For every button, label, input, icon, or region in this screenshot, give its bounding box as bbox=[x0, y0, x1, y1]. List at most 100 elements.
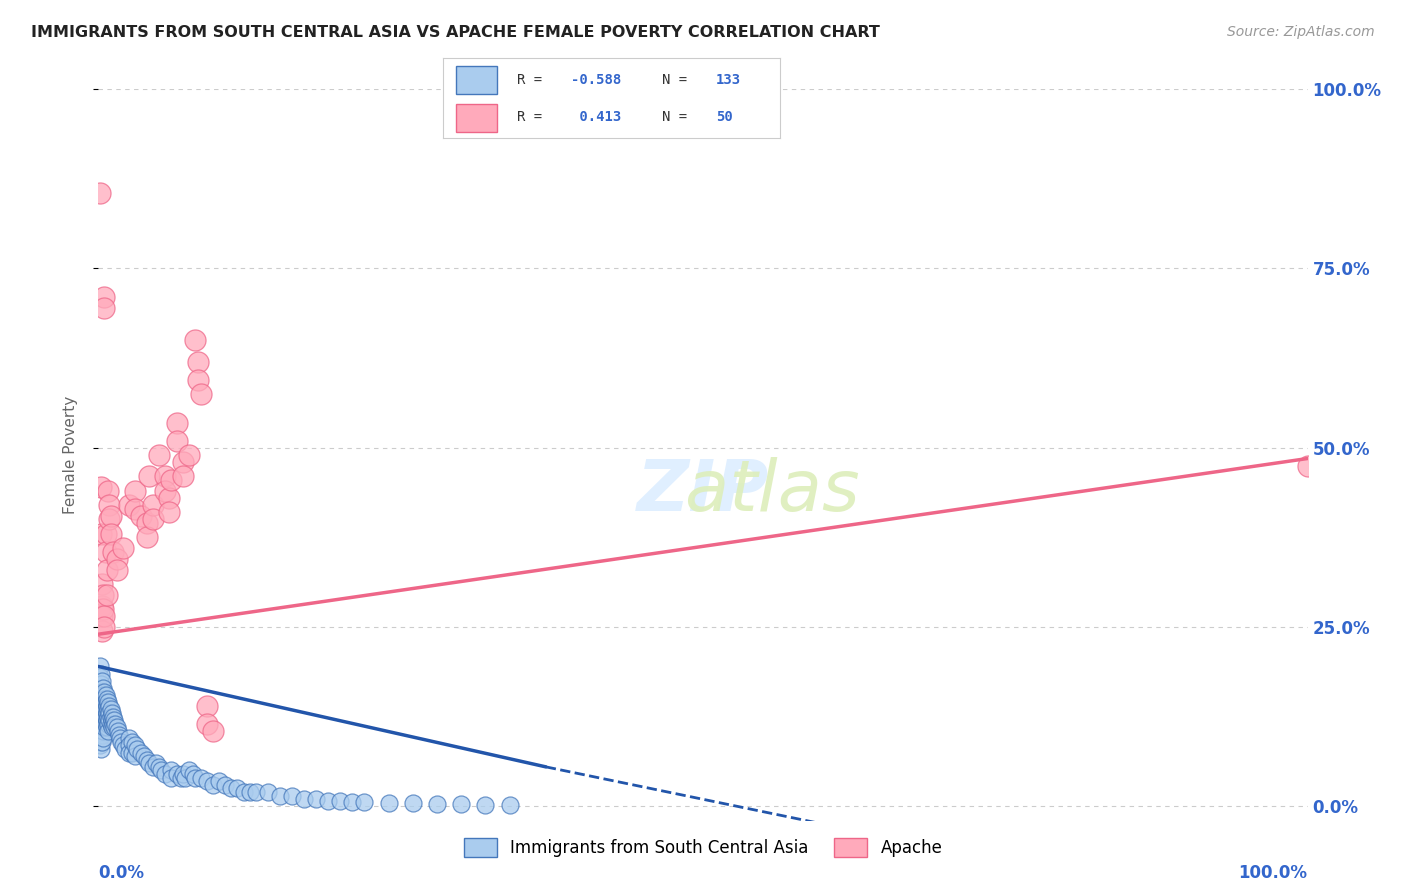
Point bbox=[110, 735, 132, 749]
Point bbox=[103, 720, 125, 734]
Point bbox=[98, 498, 121, 512]
Point bbox=[91, 684, 114, 698]
Point bbox=[190, 771, 212, 785]
Point bbox=[98, 706, 121, 720]
Point bbox=[91, 602, 114, 616]
Point bbox=[269, 789, 291, 803]
Point bbox=[97, 483, 120, 498]
Point bbox=[89, 695, 111, 709]
Point bbox=[195, 698, 218, 713]
Point bbox=[108, 731, 131, 746]
Point bbox=[138, 469, 160, 483]
Point bbox=[90, 677, 112, 691]
Y-axis label: Female Poverty: Female Poverty bbox=[63, 396, 77, 514]
Point bbox=[353, 795, 375, 809]
Point bbox=[157, 491, 180, 505]
Point bbox=[118, 739, 141, 753]
Point bbox=[105, 720, 128, 734]
Point bbox=[90, 720, 112, 734]
Point bbox=[305, 792, 328, 806]
Point bbox=[89, 739, 111, 753]
Text: N =: N = bbox=[662, 110, 696, 124]
Point bbox=[150, 764, 173, 778]
Point bbox=[226, 781, 249, 796]
Point bbox=[96, 698, 118, 713]
Point bbox=[100, 508, 122, 523]
Text: 0.413: 0.413 bbox=[571, 110, 621, 124]
Point bbox=[90, 684, 112, 698]
Point bbox=[202, 724, 225, 739]
Point bbox=[148, 448, 170, 462]
Point bbox=[377, 796, 399, 810]
Point bbox=[108, 728, 131, 742]
Point bbox=[91, 681, 114, 695]
Point bbox=[91, 724, 114, 739]
Point bbox=[101, 709, 124, 723]
Point bbox=[97, 724, 120, 739]
Point bbox=[342, 795, 364, 809]
Point bbox=[94, 688, 117, 702]
Point bbox=[90, 713, 112, 727]
Point bbox=[124, 739, 146, 753]
Point bbox=[89, 702, 111, 716]
Point bbox=[98, 512, 121, 526]
Point bbox=[195, 716, 218, 731]
Point bbox=[160, 771, 183, 785]
Point bbox=[124, 501, 146, 516]
Point bbox=[135, 753, 157, 767]
Point bbox=[172, 469, 194, 483]
Point bbox=[96, 588, 118, 602]
Point bbox=[94, 695, 117, 709]
Point bbox=[91, 599, 114, 613]
Point bbox=[239, 785, 262, 799]
Point bbox=[90, 526, 112, 541]
Point bbox=[100, 702, 122, 716]
Text: 133: 133 bbox=[716, 72, 741, 87]
Point bbox=[166, 767, 188, 781]
Point bbox=[142, 760, 165, 774]
Point bbox=[89, 731, 111, 746]
Point bbox=[90, 666, 112, 681]
Point bbox=[94, 702, 117, 716]
Point bbox=[90, 698, 112, 713]
Point bbox=[124, 749, 146, 764]
Point bbox=[100, 713, 122, 727]
Point bbox=[93, 609, 115, 624]
Point bbox=[135, 516, 157, 530]
Point bbox=[96, 706, 118, 720]
Point bbox=[172, 455, 194, 469]
Point bbox=[118, 498, 141, 512]
Point bbox=[169, 771, 191, 785]
Point bbox=[145, 756, 167, 771]
Point bbox=[97, 716, 120, 731]
Point bbox=[426, 797, 449, 812]
Point bbox=[96, 563, 118, 577]
Point bbox=[184, 333, 207, 347]
Text: 100.0%: 100.0% bbox=[1239, 863, 1308, 881]
Point bbox=[187, 354, 209, 368]
Point bbox=[232, 785, 254, 799]
Point bbox=[190, 387, 212, 401]
Point bbox=[103, 713, 125, 727]
Point bbox=[96, 713, 118, 727]
FancyBboxPatch shape bbox=[457, 103, 496, 132]
Point bbox=[93, 684, 115, 698]
Point bbox=[111, 739, 134, 753]
Point bbox=[105, 552, 128, 566]
Point bbox=[135, 530, 157, 544]
Point bbox=[316, 793, 339, 807]
Point bbox=[179, 764, 201, 778]
Text: N =: N = bbox=[662, 72, 696, 87]
Point bbox=[93, 713, 115, 727]
Point bbox=[91, 713, 114, 727]
Point bbox=[91, 706, 114, 720]
Point bbox=[97, 702, 120, 716]
Point bbox=[93, 691, 115, 706]
Point bbox=[118, 746, 141, 760]
Point bbox=[94, 709, 117, 723]
Text: -0.588: -0.588 bbox=[571, 72, 621, 87]
Point bbox=[121, 746, 143, 760]
Text: 0.0%: 0.0% bbox=[98, 863, 145, 881]
Point bbox=[100, 706, 122, 720]
Point bbox=[91, 735, 114, 749]
